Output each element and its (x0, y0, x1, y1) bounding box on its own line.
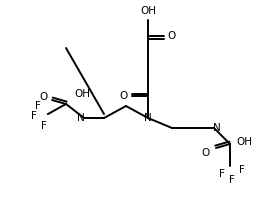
Text: O: O (168, 31, 176, 41)
Text: OH: OH (236, 137, 252, 147)
Text: F: F (239, 165, 245, 175)
Text: N: N (144, 113, 152, 123)
Text: F: F (31, 111, 37, 121)
Text: O: O (120, 91, 128, 101)
Text: O: O (202, 148, 210, 158)
Text: OH: OH (74, 89, 90, 99)
Text: N: N (213, 123, 221, 133)
Text: F: F (41, 121, 47, 131)
Text: F: F (229, 175, 235, 185)
Text: F: F (35, 101, 41, 111)
Text: N: N (77, 113, 85, 123)
Text: O: O (39, 92, 47, 102)
Text: OH: OH (140, 6, 156, 16)
Text: F: F (219, 169, 225, 179)
